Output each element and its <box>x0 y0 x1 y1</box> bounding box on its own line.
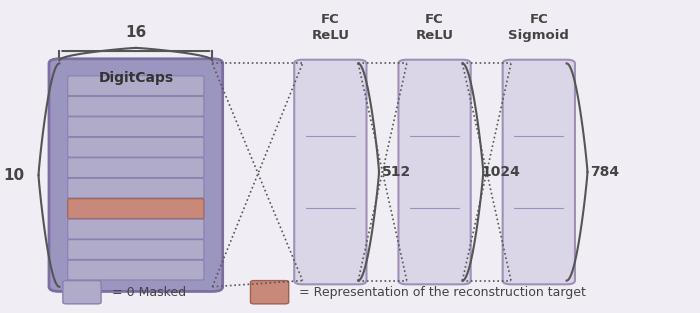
Text: FC
ReLU: FC ReLU <box>312 13 349 42</box>
Text: 16: 16 <box>125 25 146 40</box>
FancyBboxPatch shape <box>68 219 204 239</box>
Text: FC
ReLU: FC ReLU <box>416 13 454 42</box>
FancyBboxPatch shape <box>68 240 204 259</box>
Text: 10: 10 <box>4 168 24 182</box>
Text: DigitCaps: DigitCaps <box>98 71 174 85</box>
FancyBboxPatch shape <box>49 59 223 291</box>
FancyBboxPatch shape <box>68 158 204 177</box>
FancyBboxPatch shape <box>63 280 101 304</box>
Text: = Representation of the reconstruction target: = Representation of the reconstruction t… <box>299 286 586 299</box>
FancyBboxPatch shape <box>398 60 470 284</box>
Text: 784: 784 <box>590 165 620 179</box>
Text: FC
Sigmoid: FC Sigmoid <box>508 13 569 42</box>
Text: = 0 Masked: = 0 Masked <box>111 286 186 299</box>
Text: 1024: 1024 <box>481 165 520 179</box>
FancyBboxPatch shape <box>68 178 204 198</box>
FancyBboxPatch shape <box>68 96 204 116</box>
FancyBboxPatch shape <box>251 280 288 304</box>
FancyBboxPatch shape <box>68 76 204 96</box>
FancyBboxPatch shape <box>68 117 204 137</box>
FancyBboxPatch shape <box>68 260 204 280</box>
FancyBboxPatch shape <box>68 137 204 157</box>
FancyBboxPatch shape <box>503 60 575 284</box>
FancyBboxPatch shape <box>68 199 204 218</box>
Text: 512: 512 <box>382 165 411 179</box>
FancyBboxPatch shape <box>294 60 367 284</box>
